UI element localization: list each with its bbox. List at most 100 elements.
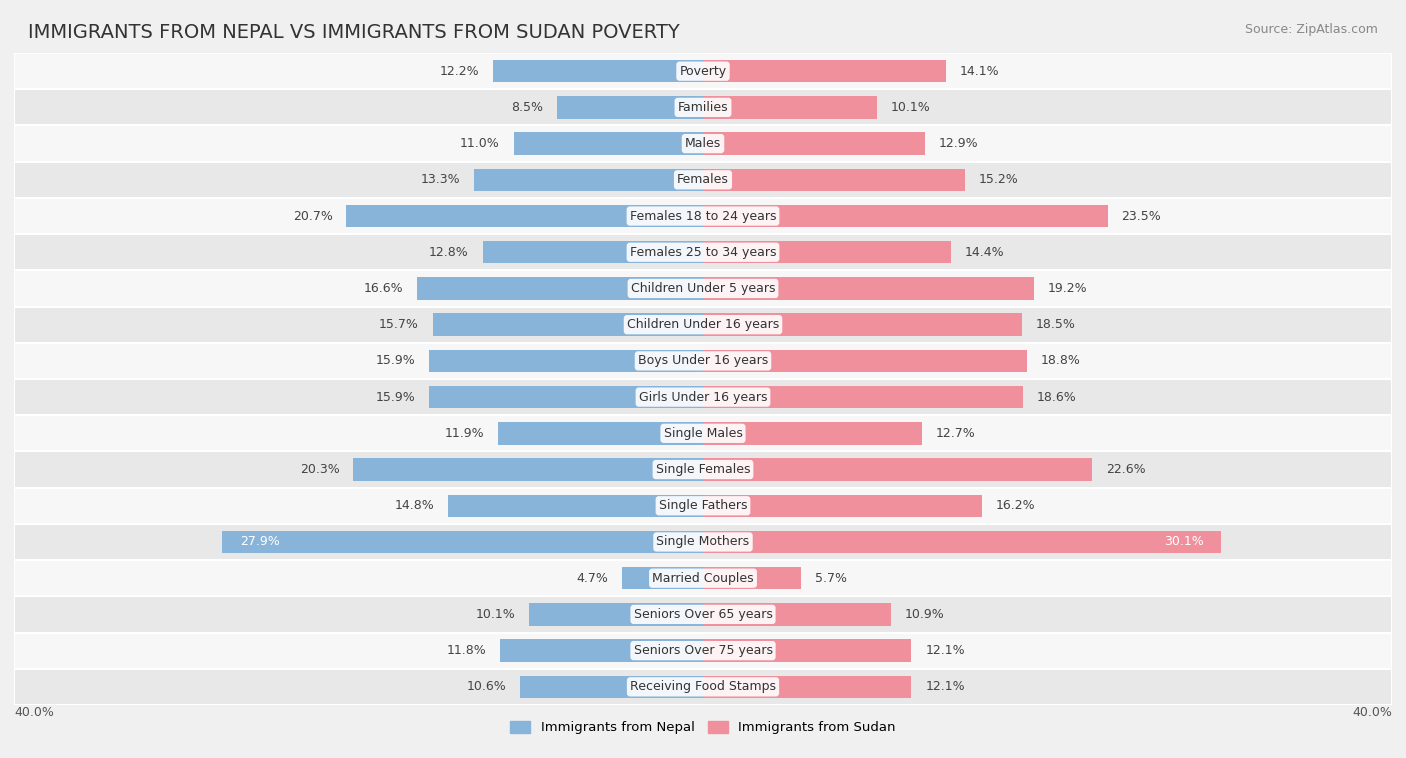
Bar: [703, 314, 1022, 336]
Bar: [703, 349, 1026, 372]
Bar: [429, 386, 703, 409]
Bar: [703, 96, 877, 118]
Text: 18.6%: 18.6%: [1038, 390, 1077, 403]
Text: Seniors Over 75 years: Seniors Over 75 years: [634, 644, 772, 657]
Bar: [557, 96, 703, 118]
Bar: [703, 675, 911, 698]
Bar: [433, 314, 703, 336]
Bar: [703, 531, 1222, 553]
Bar: [529, 603, 703, 625]
Text: 20.3%: 20.3%: [299, 463, 340, 476]
Bar: [14, 669, 1392, 705]
Bar: [499, 640, 703, 662]
Text: 10.1%: 10.1%: [475, 608, 515, 621]
Bar: [703, 494, 981, 517]
Text: 40.0%: 40.0%: [1353, 706, 1392, 719]
Bar: [703, 60, 946, 83]
Bar: [498, 422, 703, 444]
Bar: [14, 161, 1392, 198]
Text: 22.6%: 22.6%: [1107, 463, 1146, 476]
Bar: [482, 241, 703, 264]
Bar: [703, 386, 1024, 409]
Bar: [14, 452, 1392, 487]
Text: Males: Males: [685, 137, 721, 150]
Text: 19.2%: 19.2%: [1047, 282, 1087, 295]
Bar: [703, 277, 1033, 299]
Bar: [14, 89, 1392, 126]
Text: 15.2%: 15.2%: [979, 174, 1018, 186]
Bar: [14, 343, 1392, 379]
Text: 16.6%: 16.6%: [364, 282, 404, 295]
Text: 11.9%: 11.9%: [444, 427, 484, 440]
Bar: [703, 422, 922, 444]
Text: Single Fathers: Single Fathers: [659, 500, 747, 512]
Text: 12.2%: 12.2%: [440, 64, 479, 77]
Text: 14.1%: 14.1%: [960, 64, 1000, 77]
Text: Children Under 5 years: Children Under 5 years: [631, 282, 775, 295]
Text: 12.1%: 12.1%: [925, 644, 965, 657]
Text: Seniors Over 65 years: Seniors Over 65 years: [634, 608, 772, 621]
Text: 14.4%: 14.4%: [965, 246, 1004, 258]
Bar: [14, 271, 1392, 306]
Bar: [429, 349, 703, 372]
Bar: [14, 53, 1392, 89]
Text: Poverty: Poverty: [679, 64, 727, 77]
Text: 10.6%: 10.6%: [467, 681, 506, 694]
Bar: [449, 494, 703, 517]
Bar: [353, 459, 703, 481]
Text: Children Under 16 years: Children Under 16 years: [627, 318, 779, 331]
Bar: [703, 459, 1092, 481]
Text: Married Couples: Married Couples: [652, 572, 754, 584]
Text: 14.8%: 14.8%: [395, 500, 434, 512]
Text: 11.8%: 11.8%: [446, 644, 486, 657]
Text: 20.7%: 20.7%: [292, 209, 333, 223]
Text: 5.7%: 5.7%: [815, 572, 846, 584]
Text: 12.1%: 12.1%: [925, 681, 965, 694]
Text: 12.8%: 12.8%: [429, 246, 468, 258]
Text: 11.0%: 11.0%: [460, 137, 499, 150]
Text: 12.9%: 12.9%: [939, 137, 979, 150]
Bar: [14, 632, 1392, 669]
Text: Families: Families: [678, 101, 728, 114]
Bar: [621, 567, 703, 590]
Text: 16.2%: 16.2%: [995, 500, 1035, 512]
Text: Source: ZipAtlas.com: Source: ZipAtlas.com: [1244, 23, 1378, 36]
Bar: [14, 234, 1392, 271]
Text: Boys Under 16 years: Boys Under 16 years: [638, 355, 768, 368]
Bar: [346, 205, 703, 227]
Text: 27.9%: 27.9%: [239, 535, 280, 549]
Text: Females: Females: [678, 174, 728, 186]
Text: Females 18 to 24 years: Females 18 to 24 years: [630, 209, 776, 223]
Text: IMMIGRANTS FROM NEPAL VS IMMIGRANTS FROM SUDAN POVERTY: IMMIGRANTS FROM NEPAL VS IMMIGRANTS FROM…: [28, 23, 681, 42]
Text: 10.9%: 10.9%: [904, 608, 945, 621]
Bar: [494, 60, 703, 83]
Text: 23.5%: 23.5%: [1122, 209, 1161, 223]
Bar: [14, 198, 1392, 234]
Bar: [14, 560, 1392, 597]
Text: 18.8%: 18.8%: [1040, 355, 1080, 368]
Text: Receiving Food Stamps: Receiving Food Stamps: [630, 681, 776, 694]
Text: 10.1%: 10.1%: [891, 101, 931, 114]
Text: 15.9%: 15.9%: [375, 355, 415, 368]
Legend: Immigrants from Nepal, Immigrants from Sudan: Immigrants from Nepal, Immigrants from S…: [510, 721, 896, 735]
Text: 40.0%: 40.0%: [14, 706, 53, 719]
Bar: [474, 168, 703, 191]
Bar: [418, 277, 703, 299]
Bar: [14, 306, 1392, 343]
Bar: [14, 126, 1392, 161]
Text: 8.5%: 8.5%: [510, 101, 543, 114]
Bar: [703, 603, 891, 625]
Bar: [222, 531, 703, 553]
Bar: [14, 524, 1392, 560]
Text: Girls Under 16 years: Girls Under 16 years: [638, 390, 768, 403]
Text: Females 25 to 34 years: Females 25 to 34 years: [630, 246, 776, 258]
Bar: [703, 567, 801, 590]
Text: 15.9%: 15.9%: [375, 390, 415, 403]
Text: 13.3%: 13.3%: [420, 174, 460, 186]
Bar: [14, 597, 1392, 632]
Bar: [14, 379, 1392, 415]
Text: Single Females: Single Females: [655, 463, 751, 476]
Text: Single Mothers: Single Mothers: [657, 535, 749, 549]
Bar: [703, 168, 965, 191]
Bar: [703, 241, 950, 264]
